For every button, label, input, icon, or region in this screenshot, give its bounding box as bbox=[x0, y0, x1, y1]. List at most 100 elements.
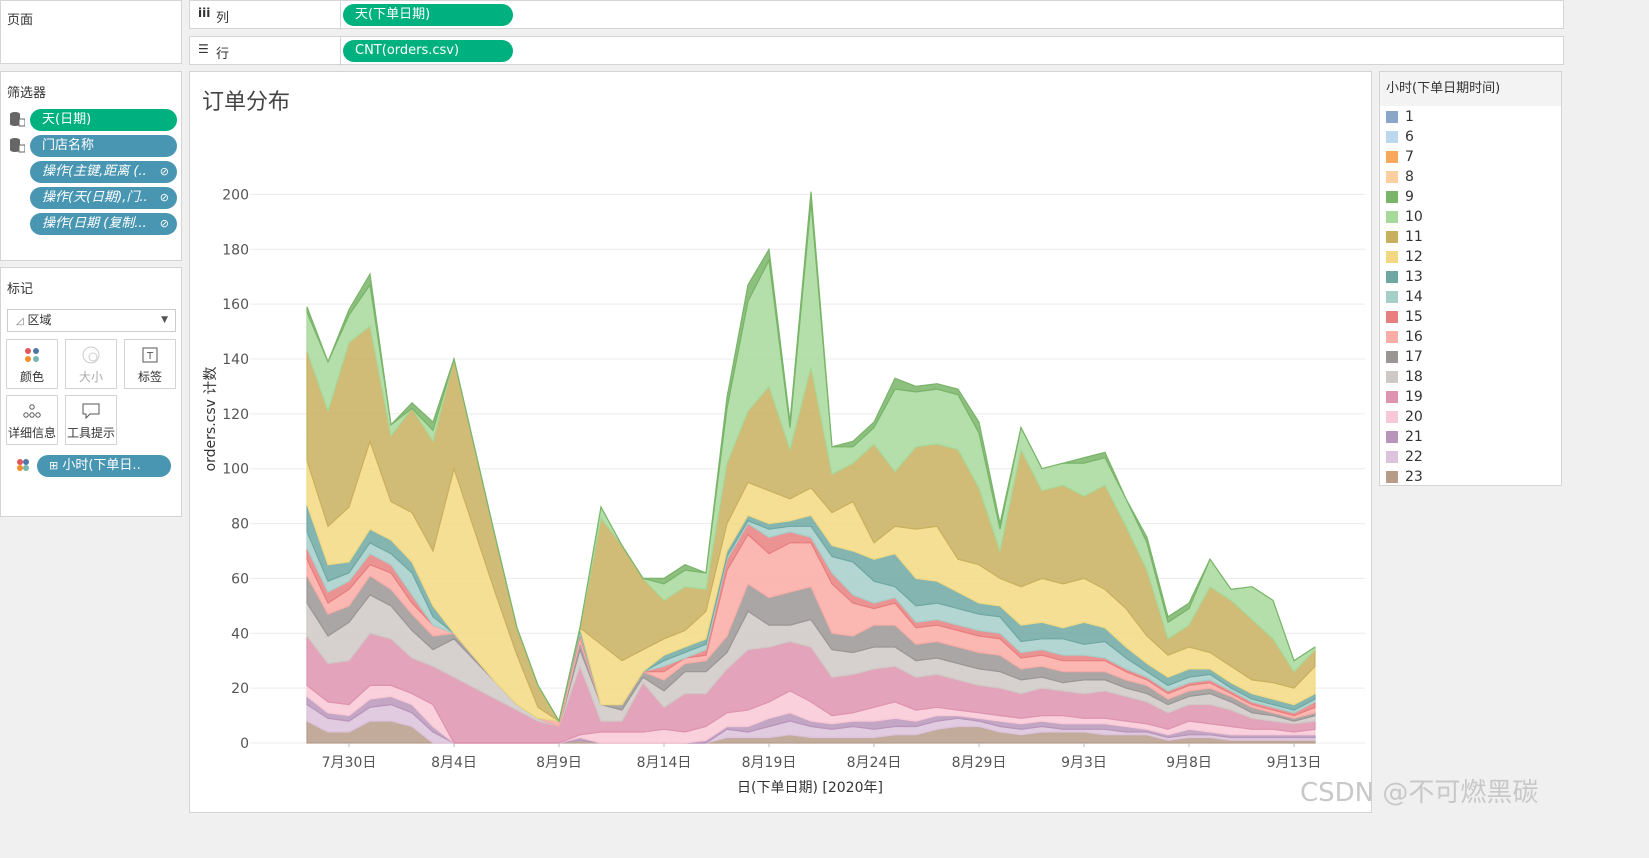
filter-pill-action-1-label: 操作(主键,距离 (.. bbox=[42, 164, 147, 179]
columns-icon: iii bbox=[198, 6, 211, 20]
mark-type-select[interactable]: ◿ 区域 ▼ bbox=[7, 309, 176, 332]
legend-item-20[interactable]: 20 bbox=[1386, 408, 1423, 426]
label-button-label: 标签 bbox=[137, 370, 162, 384]
marks-card: 标记 ◿ 区域 ▼ 颜色 大小 T 标签 详细信息 工具提示 ⊞ 小时(下单日.… bbox=[0, 267, 182, 517]
legend-title: 小时(下单日期时间) bbox=[1380, 72, 1561, 106]
filter-pill-action-1[interactable]: 操作(主键,距离 (.. ⊘ bbox=[30, 161, 177, 183]
legend-item-15[interactable]: 15 bbox=[1386, 308, 1423, 326]
legend-label: 10 bbox=[1405, 209, 1423, 225]
filter-pill-action-3[interactable]: 操作(日期 (复制... ⊘ bbox=[30, 213, 177, 235]
legend-item-16[interactable]: 16 bbox=[1386, 328, 1423, 346]
legend-item-7[interactable]: 7 bbox=[1386, 148, 1414, 166]
legend-swatch bbox=[1386, 291, 1398, 303]
legend-label: 17 bbox=[1405, 349, 1423, 365]
legend-item-14[interactable]: 14 bbox=[1386, 288, 1423, 306]
legend-swatch bbox=[1386, 411, 1398, 423]
legend-label: 22 bbox=[1405, 449, 1423, 465]
chevron-down-icon: ▼ bbox=[161, 315, 168, 325]
y-axis-label: orders.csv 计数 bbox=[203, 367, 219, 472]
tooltip-icon bbox=[66, 396, 116, 424]
color-button-label: 颜色 bbox=[19, 370, 44, 384]
y-tick-label: 100 bbox=[222, 462, 249, 478]
filter-pill-day-date[interactable]: 天(日期) bbox=[30, 109, 177, 131]
y-axis-ticks: 0 20 40 60 80 100 120 140 160 180 200 bbox=[222, 187, 249, 752]
legend-label: 16 bbox=[1405, 329, 1423, 345]
legend-swatch bbox=[1386, 271, 1398, 283]
filters-title: 筛选器 bbox=[7, 86, 47, 101]
legend-swatch bbox=[1386, 431, 1398, 443]
legend-item-19[interactable]: 19 bbox=[1386, 388, 1423, 406]
color-field-pill[interactable]: ⊞ 小时(下单日.. bbox=[37, 455, 171, 477]
legend-label: 14 bbox=[1405, 289, 1423, 305]
legend-label: 8 bbox=[1405, 169, 1414, 185]
columns-label: 列 bbox=[216, 11, 230, 26]
legend-item-18[interactable]: 18 bbox=[1386, 368, 1423, 386]
rows-pill-count[interactable]: CNT(orders.csv) bbox=[343, 40, 513, 62]
color-button[interactable]: 颜色 bbox=[6, 339, 58, 389]
size-button-label: 大小 bbox=[78, 370, 103, 384]
filters-card: 筛选器 天(日期) 门店名称 操作(主键,距离 (.. ⊘ 操作(天(日期),门… bbox=[0, 71, 182, 261]
x-tick-label: 8月29日 bbox=[952, 755, 1007, 771]
plus-box-icon: ⊞ bbox=[49, 459, 59, 472]
legend-label: 7 bbox=[1405, 149, 1414, 165]
legend-item-22[interactable]: 22 bbox=[1386, 448, 1423, 466]
label-button[interactable]: T 标签 bbox=[124, 339, 176, 389]
tooltip-button[interactable]: 工具提示 bbox=[65, 395, 117, 445]
rows-shelf[interactable]: ☰ 行 CNT(orders.csv) bbox=[189, 36, 1564, 66]
legend-item-17[interactable]: 17 bbox=[1386, 348, 1423, 366]
area-series bbox=[306, 191, 1316, 744]
legend-item-12[interactable]: 12 bbox=[1386, 248, 1423, 266]
shelf-divider bbox=[340, 1, 341, 30]
x-tick-label: 9月3日 bbox=[1061, 755, 1107, 771]
area-series-hour-9[interactable] bbox=[306, 191, 1316, 723]
chart-title: 订单分布 bbox=[202, 90, 290, 115]
area-chart[interactable]: 订单分布 0 20 40 60 80 100 120 140 160 180 200 7月30日 8月… bbox=[190, 72, 1373, 814]
legend-swatch bbox=[1386, 131, 1398, 143]
legend-swatch bbox=[1386, 311, 1398, 323]
detail-button[interactable]: 详细信息 bbox=[6, 395, 58, 445]
legend-swatch bbox=[1386, 111, 1398, 123]
columns-shelf[interactable]: iii 列 天(下单日期) bbox=[189, 0, 1564, 30]
watermark: CSDN @不可燃黑碳 bbox=[1300, 778, 1539, 808]
legend-swatch bbox=[1386, 371, 1398, 383]
link-icon: ⊘ bbox=[159, 191, 169, 204]
legend-swatch bbox=[1386, 171, 1398, 183]
legend-label: 18 bbox=[1405, 369, 1423, 385]
x-tick-label: 8月19日 bbox=[742, 755, 797, 771]
legend-item-11[interactable]: 11 bbox=[1386, 228, 1423, 246]
y-tick-label: 160 bbox=[222, 297, 249, 313]
legend-item-13[interactable]: 13 bbox=[1386, 268, 1423, 286]
legend-item-21[interactable]: 21 bbox=[1386, 428, 1423, 446]
y-tick-label: 20 bbox=[231, 681, 249, 697]
size-button[interactable]: 大小 bbox=[65, 339, 117, 389]
color-legend[interactable]: 小时(下单日期时间) 1 6 7 8 9 10 11 12 13 14 15 16 17 18 19 20 21… bbox=[1379, 71, 1562, 486]
legend-item-6[interactable]: 6 bbox=[1386, 128, 1414, 146]
pages-shelf[interactable]: 页面 bbox=[0, 0, 182, 64]
tooltip-button-label: 工具提示 bbox=[66, 426, 115, 440]
filter-pill-action-2[interactable]: 操作(天(日期),门.. ⊘ bbox=[30, 187, 177, 209]
legend-label: 21 bbox=[1405, 429, 1423, 445]
y-tick-label: 120 bbox=[222, 407, 249, 423]
filter-pill-store-name[interactable]: 门店名称 bbox=[30, 135, 177, 157]
legend-item-10[interactable]: 10 bbox=[1386, 208, 1423, 226]
y-tick-label: 60 bbox=[231, 571, 249, 587]
legend-label: 15 bbox=[1405, 309, 1423, 325]
filter-pill-action-3-label: 操作(日期 (复制... bbox=[42, 216, 147, 231]
legend-label: 11 bbox=[1405, 229, 1423, 245]
color-dots-icon bbox=[17, 459, 29, 471]
area-chart-icon: ◿ bbox=[16, 316, 24, 327]
legend-label: 12 bbox=[1405, 249, 1423, 265]
legend-item-23[interactable]: 23 bbox=[1386, 468, 1423, 486]
legend-swatch bbox=[1386, 451, 1398, 463]
legend-item-1[interactable]: 1 bbox=[1386, 108, 1414, 126]
legend-item-9[interactable]: 9 bbox=[1386, 188, 1414, 206]
link-icon: ⊘ bbox=[159, 217, 169, 230]
chart-view[interactable]: 订单分布 0 20 40 60 80 100 120 140 160 180 200 7月30日 8月… bbox=[189, 71, 1372, 813]
detail-button-label: 详细信息 bbox=[7, 426, 56, 440]
legend-item-8[interactable]: 8 bbox=[1386, 168, 1414, 186]
legend-swatch bbox=[1386, 251, 1398, 263]
legend-swatch bbox=[1386, 231, 1398, 243]
x-tick-label: 8月24日 bbox=[847, 755, 902, 771]
detail-icon bbox=[7, 396, 57, 424]
columns-pill-day[interactable]: 天(下单日期) bbox=[343, 4, 513, 26]
